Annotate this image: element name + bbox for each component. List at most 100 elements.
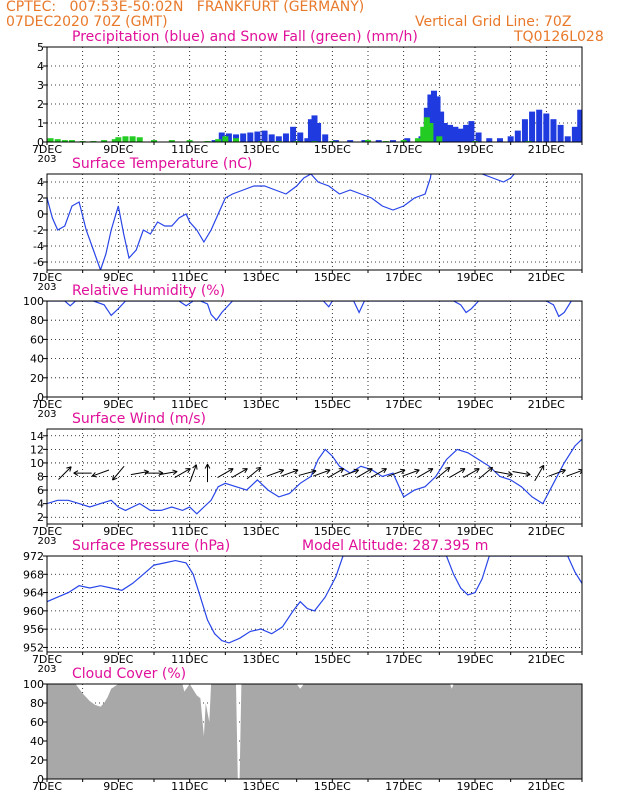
bar [222, 136, 229, 142]
x-tick-label: 7DEC [32, 143, 62, 156]
bar [361, 140, 368, 142]
plot-area [47, 556, 582, 644]
x-tick-label: 19DEC [456, 780, 493, 793]
bar [514, 130, 521, 142]
x-tick-label: 7DEC [32, 780, 62, 793]
y-tick-label: -4 [33, 240, 44, 253]
bar [225, 133, 232, 142]
panel-title: Surface Wind (m/s) [72, 411, 206, 427]
bar [122, 136, 129, 142]
y-tick-label: 0 [37, 773, 44, 786]
series-line [47, 174, 516, 270]
wind-arrow [417, 468, 434, 479]
wind-arrow [58, 466, 72, 480]
wind-arrow [159, 469, 178, 476]
wind-arrow [494, 471, 513, 477]
x-tick-label: 15DEC [314, 780, 351, 793]
wind-arrow [266, 468, 285, 477]
x-tick-label: 13DEC [242, 525, 279, 538]
bar [168, 140, 175, 142]
wind-arrow [73, 470, 92, 476]
y-tick-label: 8 [37, 471, 44, 484]
bar [111, 139, 118, 142]
y-tick-label: 4 [37, 176, 44, 189]
bar [315, 123, 322, 142]
plot-area [47, 301, 582, 322]
wind-arrow [217, 468, 234, 479]
bar [47, 138, 54, 142]
wind-arrow [463, 468, 480, 479]
y-tick-label: 12 [30, 443, 44, 456]
x-tick-label: 13DEC [242, 398, 279, 411]
y-tick-label: 3 [37, 79, 44, 92]
x-tick-label: 13DEC [242, 143, 279, 156]
bar [507, 136, 514, 142]
x-tick-label-partial: 203 [37, 154, 56, 165]
bar [240, 133, 247, 142]
wind-arrow [231, 468, 248, 479]
panel-precipitation: Precipitation (blue) and Snow Fall (gree… [32, 29, 583, 165]
bar [151, 140, 157, 142]
y-tick-label: 100 [23, 295, 44, 308]
x-tick-label-partial: 203 [37, 536, 56, 547]
x-tick-label: 13DEC [242, 271, 279, 284]
wind-arrow [435, 466, 451, 480]
wind-arrow [356, 468, 373, 479]
bar [136, 137, 143, 142]
y-tick-label: 964 [23, 587, 44, 600]
y-tick-label: 5 [37, 41, 44, 54]
x-tick-label: 21DEC [528, 780, 565, 793]
wind-arrows [58, 463, 582, 483]
y-tick-label: 972 [23, 550, 44, 563]
bar [115, 137, 122, 142]
bar [438, 111, 445, 142]
bar [129, 136, 136, 142]
wind-arrow [174, 468, 191, 479]
x-tick-label: 13DEC [242, 780, 279, 793]
y-tick-label: 2 [37, 98, 44, 111]
x-tick-label-partial: 203 [37, 664, 56, 675]
x-tick-label: 9DEC [103, 398, 133, 411]
x-tick-label: 15DEC [314, 525, 351, 538]
y-tick-label: 2 [37, 192, 44, 205]
y-tick-label: 960 [23, 605, 44, 618]
panel-subtitle: Model Altitude: 287.395 m [302, 538, 488, 554]
wind-arrow [512, 471, 531, 477]
bar [290, 126, 297, 142]
x-tick-label: 9DEC [103, 271, 133, 284]
y-tick-label: 1 [37, 117, 44, 130]
bar [468, 121, 475, 142]
bar [463, 124, 470, 142]
x-tick-label: 11DEC [171, 271, 208, 284]
y-tick-label: 2 [37, 511, 44, 524]
bar [254, 131, 261, 142]
plot-area [47, 684, 582, 779]
plot-area [47, 438, 582, 515]
bar [275, 136, 282, 142]
y-tick-label: -2 [33, 224, 44, 237]
y-tick-label: 0 [37, 391, 44, 404]
wind-arrow [449, 468, 466, 479]
bar [427, 94, 434, 142]
bar [521, 119, 528, 142]
x-tick-label: 17DEC [385, 398, 422, 411]
panel-title: Surface Temperature (nC) [72, 156, 253, 172]
wind-arrow [313, 468, 331, 477]
series-line [47, 438, 582, 515]
bar [307, 119, 314, 142]
plot-area [47, 174, 516, 270]
bar [557, 124, 564, 142]
bar [436, 136, 443, 142]
x-tick-label: 7DEC [32, 653, 62, 666]
x-tick-label: 21DEC [528, 143, 565, 156]
panel-cloud-cover: Cloud Cover (%) 0 20 40 60 80 100 7DEC 9DEC 11DEC… [23, 666, 583, 793]
bar [282, 133, 289, 142]
x-tick-label: 9DEC [103, 780, 133, 793]
wind-arrow [402, 468, 420, 477]
bar [322, 134, 329, 142]
bar [211, 140, 218, 142]
wind-arrow [91, 469, 110, 478]
bar [304, 138, 311, 142]
bar [564, 136, 571, 142]
wind-arrow [204, 463, 211, 483]
